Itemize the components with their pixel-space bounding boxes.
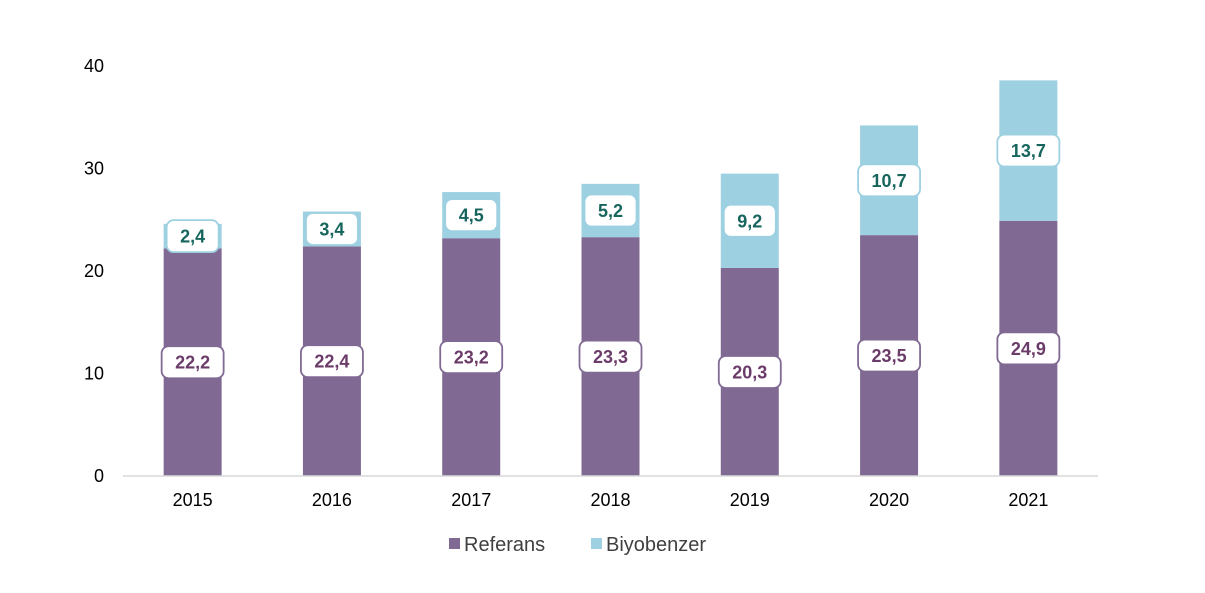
data-label-box [160,345,225,380]
data-label-box [996,133,1061,168]
data-label-box [722,203,777,238]
data-label-box [444,198,499,233]
data-label-box [996,331,1061,366]
legend-label-referans: Referans [464,534,545,556]
data-label-box [305,212,359,246]
legend-label-biyobenzer: Biyobenzer [606,534,706,556]
y-tick-label: 0 [94,466,104,486]
x-tick-label: 2015 [173,490,213,510]
x-tick-label: 2017 [451,490,491,510]
data-label-referans-2018: 23,3 [593,347,628,367]
data-label-box [439,340,504,375]
x-axis-tick-labels: 2015 2016 2017 2018 2019 2020 2021 [173,490,1049,510]
data-label-box [300,344,364,379]
x-tick-label: 2020 [869,490,909,510]
data-label-referans-2016: 22,4 [314,352,349,372]
data-label-referans-2017: 23,2 [454,348,489,368]
data-label-biyobenzer-2016: 3,4 [319,219,344,239]
x-tick-label: 2018 [590,490,630,510]
data-label-biyobenzer-2019: 9,2 [737,211,762,231]
data-labels-group: 22,2 2,4 22,4 3,4 23,2 4,5 23,3 5,2 20,3 9,2 23,5 1… [160,133,1061,389]
legend-swatch-referans [449,538,460,549]
data-label-referans-2015: 22,2 [175,353,210,373]
x-tick-label: 2019 [730,490,770,510]
data-label-biyobenzer-2015: 2,4 [180,227,205,247]
data-label-referans-2020: 23,5 [872,346,907,366]
data-label-box [165,219,220,254]
data-label-referans-2021: 24,9 [1011,339,1046,359]
y-tick-label: 10 [84,364,104,384]
y-tick-label: 40 [84,56,104,76]
legend: Referans Biyobenzer [449,534,706,556]
x-tick-label: 2016 [312,490,352,510]
y-tick-label: 20 [84,261,104,281]
data-label-referans-2019: 20,3 [732,362,767,382]
data-label-box [583,193,638,228]
legend-swatch-biyobenzer [591,538,602,549]
data-label-box [857,163,921,198]
data-label-box [857,338,921,373]
y-axis-tick-labels: 0 10 20 30 40 [84,56,104,486]
data-label-biyobenzer-2018: 5,2 [598,201,623,221]
data-label-box [717,355,782,389]
y-tick-label: 30 [84,159,104,179]
data-label-biyobenzer-2020: 10,7 [872,171,907,191]
data-label-box [578,339,643,374]
x-tick-label: 2021 [1008,490,1048,510]
bars-group [163,80,1058,476]
data-label-biyobenzer-2021: 13,7 [1011,141,1046,161]
data-label-biyobenzer-2017: 4,5 [459,206,484,226]
